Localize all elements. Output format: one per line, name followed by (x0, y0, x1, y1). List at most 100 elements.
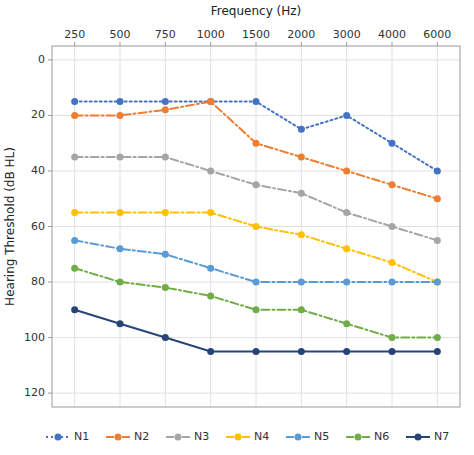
point (253, 223, 260, 230)
point (434, 237, 441, 244)
legend-marker (295, 434, 302, 441)
point (207, 292, 214, 299)
legend-label: N2 (134, 430, 149, 443)
legend-marker (235, 434, 242, 441)
point (253, 348, 260, 355)
point (298, 348, 305, 355)
point (389, 140, 396, 147)
point (298, 126, 305, 133)
legend-marker (175, 434, 182, 441)
point (253, 279, 260, 286)
point (207, 348, 214, 355)
point (162, 284, 169, 291)
point (71, 306, 78, 313)
series-line (75, 240, 438, 282)
tick-label: 100 (24, 331, 45, 344)
tick (210, 42, 211, 46)
point (434, 167, 441, 174)
point (71, 112, 78, 119)
point (162, 209, 169, 216)
series-line (75, 213, 438, 282)
point (162, 106, 169, 113)
point (71, 209, 78, 216)
tick-label: 60 (31, 220, 45, 233)
tick (301, 42, 302, 46)
tick (346, 42, 347, 46)
series (71, 154, 441, 244)
grid (52, 46, 460, 407)
series (71, 98, 441, 202)
point (343, 279, 350, 286)
point (117, 154, 124, 161)
point (253, 306, 260, 313)
tick-label: 4000 (378, 28, 406, 41)
point (162, 251, 169, 258)
tick (256, 42, 257, 46)
plot-frame (52, 46, 460, 407)
legend-label: N1 (74, 430, 89, 443)
point (434, 279, 441, 286)
series (71, 237, 441, 286)
tick-label: 6000 (423, 28, 451, 41)
point (298, 279, 305, 286)
legend-marker (355, 434, 362, 441)
point (71, 237, 78, 244)
axes: 0204060801001202505007501000150020003000… (24, 28, 451, 399)
point (207, 265, 214, 272)
tick (48, 170, 52, 171)
point (117, 112, 124, 119)
legend-label: N4 (254, 430, 269, 443)
series-line (75, 102, 438, 199)
tick-label: 0 (38, 53, 45, 66)
point (343, 245, 350, 252)
point (162, 154, 169, 161)
tick-label: 1500 (242, 28, 270, 41)
point (298, 190, 305, 197)
point (389, 348, 396, 355)
series (71, 306, 441, 355)
legend-label: N7 (434, 430, 449, 443)
tick (48, 59, 52, 60)
legend-marker (415, 434, 422, 441)
tick-label: 80 (31, 275, 45, 288)
point (207, 98, 214, 105)
point (389, 334, 396, 341)
series (71, 98, 441, 174)
legend-label: N6 (374, 430, 389, 443)
point (298, 306, 305, 313)
point (117, 279, 124, 286)
series-line (75, 310, 438, 352)
tick-label: 750 (155, 28, 176, 41)
point (117, 245, 124, 252)
tick-label: 3000 (333, 28, 361, 41)
point (117, 98, 124, 105)
point (389, 223, 396, 230)
point (207, 167, 214, 174)
tick (48, 337, 52, 338)
series-line (75, 102, 438, 171)
tick-label: 20 (31, 108, 45, 121)
point (389, 259, 396, 266)
point (117, 209, 124, 216)
legend: N1N2N3N4N5N6N7 (46, 430, 449, 443)
axis-label: Frequency (Hz) (211, 4, 302, 18)
series-line (75, 157, 438, 240)
point (298, 231, 305, 238)
tick (48, 282, 52, 283)
point (298, 154, 305, 161)
legend-marker (115, 434, 122, 441)
point (207, 209, 214, 216)
point (343, 167, 350, 174)
point (117, 320, 124, 327)
tick-label: 1000 (197, 28, 225, 41)
point (343, 348, 350, 355)
point (207, 98, 214, 105)
data (71, 98, 441, 355)
point (434, 348, 441, 355)
tick (48, 226, 52, 227)
legend-label: N3 (194, 430, 209, 443)
point (389, 279, 396, 286)
point (434, 334, 441, 341)
tick (74, 42, 75, 46)
tick (437, 42, 438, 46)
